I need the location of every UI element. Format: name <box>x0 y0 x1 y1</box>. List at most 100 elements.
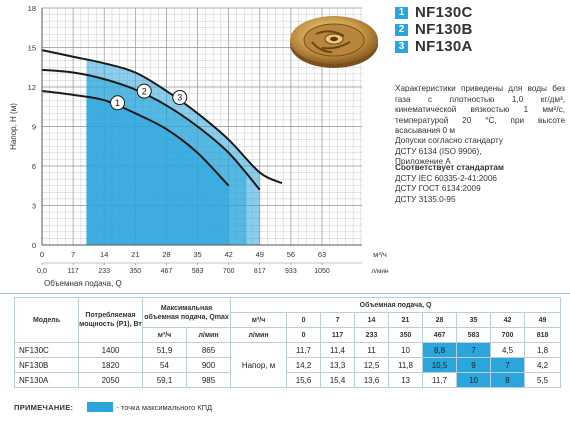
legend-number: 3 <box>395 40 408 53</box>
model-legend: 1 NF130C 2 NF130B 3 NF130A <box>395 4 565 55</box>
curve-label-circle <box>136 83 152 99</box>
flow-value: 7 <box>320 312 356 328</box>
x2-tick-label: 0,0 <box>37 268 47 275</box>
row-qmax-lmin: 900 <box>185 357 232 373</box>
legend-number: 1 <box>395 6 408 19</box>
flow-value: 35 <box>456 312 492 328</box>
tolerance-line: ДСТУ 6134 (ISO 9906), <box>395 146 482 156</box>
flow-value-lmin: 818 <box>524 327 562 343</box>
series-line <box>41 68 261 191</box>
row-qmax-m3: 59,1 <box>142 372 187 388</box>
head-value: 13,6 <box>354 372 390 388</box>
x2-tick-label: 467 <box>161 268 173 275</box>
flow-value-lmin: 233 <box>354 327 390 343</box>
series-line <box>41 89 230 187</box>
x2-unit: л/мин <box>371 268 389 275</box>
x-tick-label: 14 <box>100 250 108 259</box>
tolerance-line: Приложение А <box>395 157 451 167</box>
head-value: 15,6 <box>286 372 322 388</box>
x2-tick-label: 933 <box>285 268 297 275</box>
note-text: - точка максимального КПД <box>116 402 213 412</box>
head-value: 14,2 <box>286 357 322 373</box>
flow-value-lmin: 467 <box>422 327 458 343</box>
head-value: 13 <box>388 372 424 388</box>
note-swatch <box>87 402 114 412</box>
head-value-highlight: 9 <box>456 357 492 373</box>
row-model: NF130C <box>14 342 79 358</box>
flow-value-lmin: 0 <box>286 327 322 343</box>
conditions-description: Характеристики приведены для воды без га… <box>395 84 565 137</box>
table-header-row: Модель Потребляемая мощность (P1), Вт Ма… <box>14 297 562 343</box>
curve-label: 1 <box>115 98 120 108</box>
description-text: Характеристики приведены для воды без га… <box>395 84 565 136</box>
head-value-highlight: 8 <box>490 372 526 388</box>
flow-value: 14 <box>354 312 390 328</box>
legend-model-name: NF130C <box>415 4 473 21</box>
head-label: Напор, м <box>230 342 288 388</box>
head-value: 11 <box>354 342 390 358</box>
head-value: 1,8 <box>524 342 562 358</box>
row-power: 1820 <box>78 357 143 373</box>
flow-value: 49 <box>524 312 562 328</box>
curve-label-circle <box>110 95 126 111</box>
unit-m3: м³/ч <box>230 312 288 328</box>
standard-line: ДСТУ ГОСТ 6134:2009 <box>395 184 481 194</box>
head-value: 11,7 <box>286 342 322 358</box>
y-tick-label: 6 <box>32 162 36 171</box>
y-tick-label: 18 <box>28 4 36 13</box>
curve-label: 3 <box>177 93 182 103</box>
x-tick-label: 63 <box>318 250 326 259</box>
qmax-unit-lmin: л/мин <box>185 327 232 343</box>
y-tick-label: 12 <box>28 83 36 92</box>
head-value: 10 <box>388 342 424 358</box>
head-value: 11,7 <box>422 372 458 388</box>
x-unit: м³/ч <box>373 250 387 259</box>
x-tick-label: 7 <box>71 250 75 259</box>
header-flow: Объемная подача, Q <box>230 297 562 313</box>
legend-number: 2 <box>395 23 408 36</box>
footnote: ПРИМЕЧАНИЕ: - точка максимального КПД <box>14 402 212 412</box>
row-qmax-m3: 54 <box>142 357 187 373</box>
flow-value-lmin: 583 <box>456 327 492 343</box>
spec-table: Модель Потребляемая мощность (P1), Вт Ма… <box>14 297 562 388</box>
table-row: NF130A 2050 59,1 985 15,6 15,4 13,6 13 1… <box>14 372 562 388</box>
head-value: 11,8 <box>388 357 424 373</box>
efficiency-bands <box>86 59 260 246</box>
head-value: 13,3 <box>320 357 356 373</box>
unit-lmin: л/мин <box>230 327 288 343</box>
row-model: NF130B <box>14 357 79 373</box>
y-axis-label: Напор, H (м) <box>9 103 18 150</box>
curves: 1 2 3 <box>41 49 283 191</box>
y-tick-label: 3 <box>32 202 36 211</box>
head-value: 4,2 <box>524 357 562 373</box>
curve-label: 2 <box>142 86 147 96</box>
x-tick-label: 28 <box>162 250 170 259</box>
head-value-highlight: 10,5 <box>422 357 458 373</box>
x-tick-label: 35 <box>193 250 201 259</box>
standard-line: ДСТУ 3135.0-95 <box>395 194 456 204</box>
head-value: 5,5 <box>524 372 562 388</box>
impeller-image <box>286 6 382 72</box>
header-power: Потребляемая мощность (P1), Вт <box>78 297 143 343</box>
legend-item: 3 NF130A <box>395 38 565 55</box>
tolerance-title: Допуски согласно стандарту <box>395 136 503 145</box>
head-value: 11,4 <box>320 342 356 358</box>
legend-item: 1 NF130C <box>395 4 565 21</box>
row-model: NF130A <box>14 372 79 388</box>
y-tick-label: 15 <box>28 44 36 53</box>
row-qmax-lmin: 865 <box>185 342 232 358</box>
x2-tick-label: 117 <box>68 268 79 275</box>
y-tick-label: 0 <box>32 241 36 250</box>
head-value-highlight: 7 <box>490 357 526 373</box>
table-header-row: м³/ч л/мин л/мин 0 117 233 350 467 583 7… <box>15 327 562 343</box>
legend-model-name: NF130B <box>415 21 473 38</box>
efficiency-band <box>86 59 260 246</box>
x-axis-label: Объемная подача, Q <box>44 279 122 288</box>
head-value-highlight: 8,8 <box>422 342 458 358</box>
x2-tick-label: 233 <box>98 268 110 275</box>
section-divider <box>0 293 570 294</box>
flow-value-lmin: 350 <box>388 327 424 343</box>
flow-value: 21 <box>388 312 424 328</box>
